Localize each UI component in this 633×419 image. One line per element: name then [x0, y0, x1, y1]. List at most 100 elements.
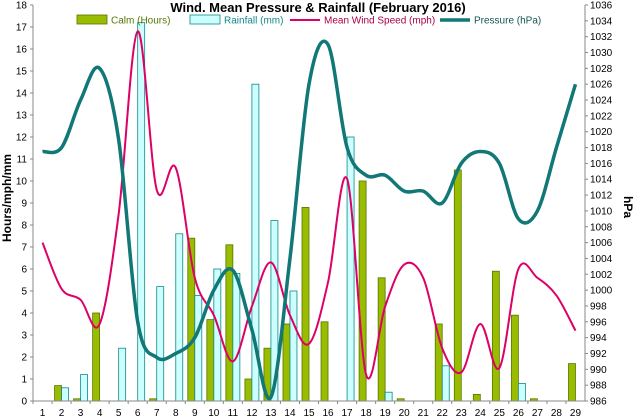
x-tick-label: 9	[192, 408, 198, 419]
x-tick-label: 16	[322, 408, 334, 419]
y2-tick-label: 1028	[590, 64, 613, 75]
y-tick-label: 14	[16, 89, 28, 100]
calm-bar	[244, 378, 253, 402]
legend-pressure-label: Pressure (hPa)	[474, 16, 541, 27]
x-tick-label: 2	[59, 408, 65, 419]
x-tick-label: 11	[228, 408, 239, 419]
x-tick-label: 10	[208, 408, 220, 419]
calm-bar	[491, 270, 500, 402]
y-axis-label: Hours/mph/mm	[0, 154, 14, 242]
rainfall-bar	[441, 365, 450, 402]
calm-bar	[568, 363, 576, 402]
y-tick-label: 3	[21, 331, 27, 342]
rainfall-bar	[384, 391, 393, 402]
rainfall-bar	[289, 290, 298, 402]
y-tick-label: 8	[21, 221, 27, 232]
y-tick-label: 7	[21, 243, 27, 254]
calm-bar	[282, 323, 291, 402]
y-tick-label: 0	[21, 397, 27, 408]
y2-tick-label: 1026	[590, 80, 613, 91]
calm-bar	[54, 385, 62, 402]
calm-bar	[320, 321, 329, 402]
calm-bar	[301, 206, 310, 402]
x-tick-label: 8	[173, 408, 179, 419]
wind-speed-line	[41, 30, 577, 380]
x-tick-label: 23	[456, 408, 468, 419]
rainfall-bar	[61, 387, 69, 402]
y2-tick-label: 996	[590, 317, 607, 328]
y2-tick-label: 990	[590, 365, 607, 376]
y-tick-label: 11	[17, 155, 28, 166]
rainfall-bar	[156, 286, 165, 402]
y2-tick-label: 998	[590, 301, 607, 312]
x-tick-label: 5	[116, 408, 122, 419]
y2-tick-label: 1032	[590, 32, 613, 43]
line-series	[41, 30, 578, 401]
x-tick-label: 21	[418, 408, 430, 419]
y-tick-label: 10	[16, 177, 28, 188]
y-tick-label: 1	[21, 375, 27, 386]
y2-tick-label: 1014	[590, 175, 613, 186]
x-tick-label: 14	[284, 408, 296, 419]
pressure-line	[42, 39, 578, 401]
y-tick-label: 12	[16, 133, 28, 144]
y-tick-label: 6	[21, 265, 27, 276]
x-tick-label: 6	[135, 408, 141, 419]
y2-tick-label: 992	[590, 349, 607, 360]
y2-tick-label: 986	[590, 397, 607, 408]
calm-bar	[472, 393, 481, 402]
rainfall-bar	[175, 233, 184, 402]
rainfall-bar	[118, 347, 127, 402]
x-tick-label: 15	[303, 408, 315, 419]
x-tick-label: 24	[475, 408, 487, 419]
x-tick-label: 29	[570, 408, 582, 419]
y2-tick-label: 1016	[590, 159, 613, 170]
x-tick-label: 19	[380, 408, 392, 419]
y2-tick-label: 1010	[590, 206, 613, 217]
legend-rainfall-label: Rainfall (mm)	[224, 16, 283, 27]
y2-axis-label: hPa	[621, 196, 633, 218]
y-tick-label: 17	[16, 23, 28, 34]
x-tick-label: 28	[551, 408, 563, 419]
x-tick-label: 25	[494, 408, 506, 419]
y2-tick-label: 988	[590, 381, 607, 392]
x-tick-label: 22	[437, 408, 449, 419]
y2-axis-ticks: 986 988 990 992 994 996 998 1000 1002 1004 1006 100…	[585, 1, 613, 408]
y2-tick-label: 1004	[590, 254, 613, 265]
legend-calm-label: Calm (Hours)	[111, 16, 170, 27]
y2-tick-label: 1012	[590, 191, 613, 202]
x-tick-label: 20	[399, 408, 411, 419]
x-tick-label: 18	[361, 408, 373, 419]
x-axis-ticks: 1 2 3 4 5 6 7 8 9 10 11 12 13 14 15 16 17 18 19 20 21 22 23 24 2…	[32, 401, 582, 419]
y2-tick-label: 1018	[590, 143, 613, 154]
y-tick-label: 2	[21, 353, 27, 364]
legend-wind-speed-label: Mean Wind Speed (mph)	[324, 16, 435, 27]
y2-tick-label: 1022	[590, 111, 613, 122]
y-tick-label: 13	[16, 111, 28, 122]
y-tick-label: 4	[21, 309, 27, 320]
rainfall-bar	[346, 136, 355, 402]
legend-rainfall-swatch	[189, 14, 221, 25]
y-tick-label: 15	[16, 67, 28, 78]
y2-tick-label: 1008	[590, 222, 613, 233]
rainfall-bar	[80, 374, 88, 402]
y2-tick-label: 1006	[590, 238, 613, 249]
x-tick-label: 13	[265, 408, 277, 419]
x-tick-label: 17	[342, 408, 354, 419]
y2-tick-label: 1020	[590, 127, 613, 138]
legend-calm-swatch	[76, 14, 108, 25]
rainfall-bar	[194, 294, 203, 402]
y-tick-label: 16	[16, 45, 28, 56]
x-tick-label: 3	[78, 408, 84, 419]
calm-bar	[510, 314, 519, 402]
chart-title: Wind. Mean Pressure & Rainfall (February…	[170, 0, 465, 15]
x-tick-label: 12	[246, 408, 258, 419]
y2-tick-label: 1002	[590, 270, 613, 281]
y2-tick-label: 1034	[590, 16, 613, 27]
calm-bar	[453, 169, 462, 402]
x-tick-label: 27	[532, 408, 544, 419]
x-tick-label: 4	[97, 408, 103, 419]
y2-tick-label: 1024	[590, 96, 613, 107]
